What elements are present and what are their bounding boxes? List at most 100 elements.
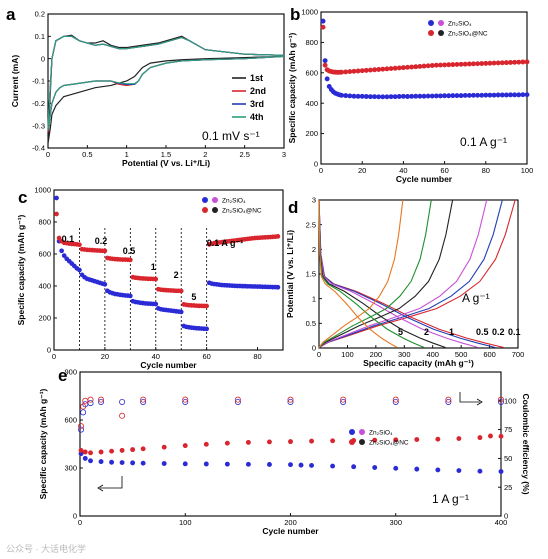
x-tick-label: 20	[101, 352, 109, 361]
capacity-series-1-point	[330, 438, 336, 444]
capacity-series-0-point	[372, 465, 378, 470]
capacity-series-0-point	[130, 460, 136, 466]
x-tick-label: 600	[483, 350, 496, 359]
series-1-point	[487, 60, 493, 66]
series-1-point	[392, 65, 398, 71]
x-axis-label: Potential (V vs. Li⁺/Li)	[122, 158, 210, 168]
series-1-point	[376, 67, 382, 72]
series-1-point	[351, 68, 357, 74]
ce-axis-arrowhead	[476, 398, 483, 406]
series-0-point	[466, 92, 472, 98]
discharge-curve-2	[318, 199, 425, 349]
capacity-series-1-point	[477, 435, 483, 441]
series-1-point	[429, 63, 435, 68]
x-tick-label: 0	[78, 518, 82, 527]
y-tick-label: 600	[305, 68, 318, 77]
series-0-point	[413, 93, 419, 99]
series-1-point	[450, 62, 456, 68]
series-0-point	[475, 92, 481, 98]
series-1-point	[442, 62, 448, 68]
ce-point-1	[87, 396, 94, 403]
x-tick-label: 300	[389, 518, 402, 527]
series-1-point	[320, 24, 326, 30]
y-tick-label: 800	[38, 218, 51, 227]
series-1-point	[458, 61, 464, 67]
discharge-curve-5	[318, 199, 398, 348]
cv-curve-4th	[47, 35, 285, 131]
series-0-point	[508, 92, 513, 98]
ce-point-0	[392, 398, 399, 405]
y2-tick-label: 100	[504, 396, 517, 405]
series-0-point	[359, 93, 365, 99]
legend-marker-alt	[359, 429, 365, 435]
y-tick-label: 600	[38, 250, 51, 259]
capacity-series-0-point	[224, 461, 230, 467]
y2-tick-label: 75	[504, 425, 512, 434]
ce-point-0	[340, 398, 347, 405]
series-1-point	[470, 61, 476, 67]
series-0-point	[524, 92, 530, 98]
y-axis-label: Current (mA)	[10, 55, 20, 108]
capacity-series-1-point	[393, 437, 399, 443]
y-tick-label: 0.5	[306, 319, 316, 328]
series-1-point	[499, 60, 505, 66]
y2-axis-label: Coulombic efficiency (%)	[521, 393, 531, 494]
y-tick-label: 1	[312, 294, 316, 303]
series-1-point	[153, 276, 159, 282]
series-1-point	[524, 59, 530, 65]
panel-a: 0 0.5 1 1.5 2 2.5 3 -0.4 -0.3 -0.2 -0.1 0 0.1 0.2 Pote…	[6, 5, 286, 168]
capacity-series-1-point	[435, 436, 441, 442]
series-0-point	[495, 92, 501, 98]
series-1-point	[359, 68, 365, 74]
y-tick-label: 200	[38, 314, 51, 323]
series-0-point	[499, 92, 505, 98]
charge-curve-2	[318, 199, 432, 348]
x-tick-label: 0	[319, 166, 323, 175]
series-1-point	[417, 63, 423, 69]
y-tick-label: 0.2	[35, 10, 45, 19]
series-1-point	[127, 257, 133, 263]
cv-curve-2nd	[47, 35, 285, 133]
capacity-series-1-point	[414, 437, 420, 442]
x-tick-label: 0.5	[82, 150, 92, 159]
x-tick-label: 2	[203, 150, 207, 159]
x-tick-label: 700	[512, 350, 525, 359]
series-1-point	[425, 63, 431, 69]
x-axis-label: Specific capacity (mAh g⁻¹)	[363, 358, 474, 368]
series-1-point	[520, 59, 526, 65]
series-1-point	[380, 66, 386, 72]
rate-label: 0.1	[508, 327, 521, 337]
rate-label: 0.2	[492, 327, 505, 337]
x-tick-label: 200	[370, 350, 383, 359]
x-tick-label: 100	[341, 350, 354, 359]
x-tick-label: 0	[317, 350, 321, 359]
capacity-series-1-point	[88, 450, 93, 456]
series-0-point	[512, 92, 518, 98]
series-1-point	[466, 61, 472, 67]
capacity-series-0-point	[203, 461, 209, 467]
series-0-point	[392, 94, 398, 100]
series-1-point	[339, 69, 345, 75]
series-0-point	[483, 92, 489, 98]
series-1-point	[475, 61, 481, 67]
ce-point-1	[98, 396, 105, 403]
capacity-series-0-point	[119, 460, 125, 466]
series-1-point	[355, 68, 361, 74]
capacity-series-0-point	[88, 458, 93, 464]
y-tick-label: 0	[47, 346, 51, 355]
series-0-point	[421, 93, 427, 99]
y-tick-label: 0	[73, 512, 77, 521]
capacity-series-1-point	[119, 447, 125, 453]
series-0-point	[516, 92, 522, 98]
legend-marker	[428, 30, 434, 36]
ce-point-0	[497, 398, 504, 405]
plot-frame	[47, 13, 285, 149]
ce-point-1	[340, 396, 347, 403]
plot-frame	[53, 189, 284, 351]
rate-label: 5	[191, 292, 196, 302]
x-axis-label: Cycle number	[140, 360, 197, 370]
series-0-point	[491, 92, 497, 98]
x-tick-label: 0	[52, 352, 56, 361]
